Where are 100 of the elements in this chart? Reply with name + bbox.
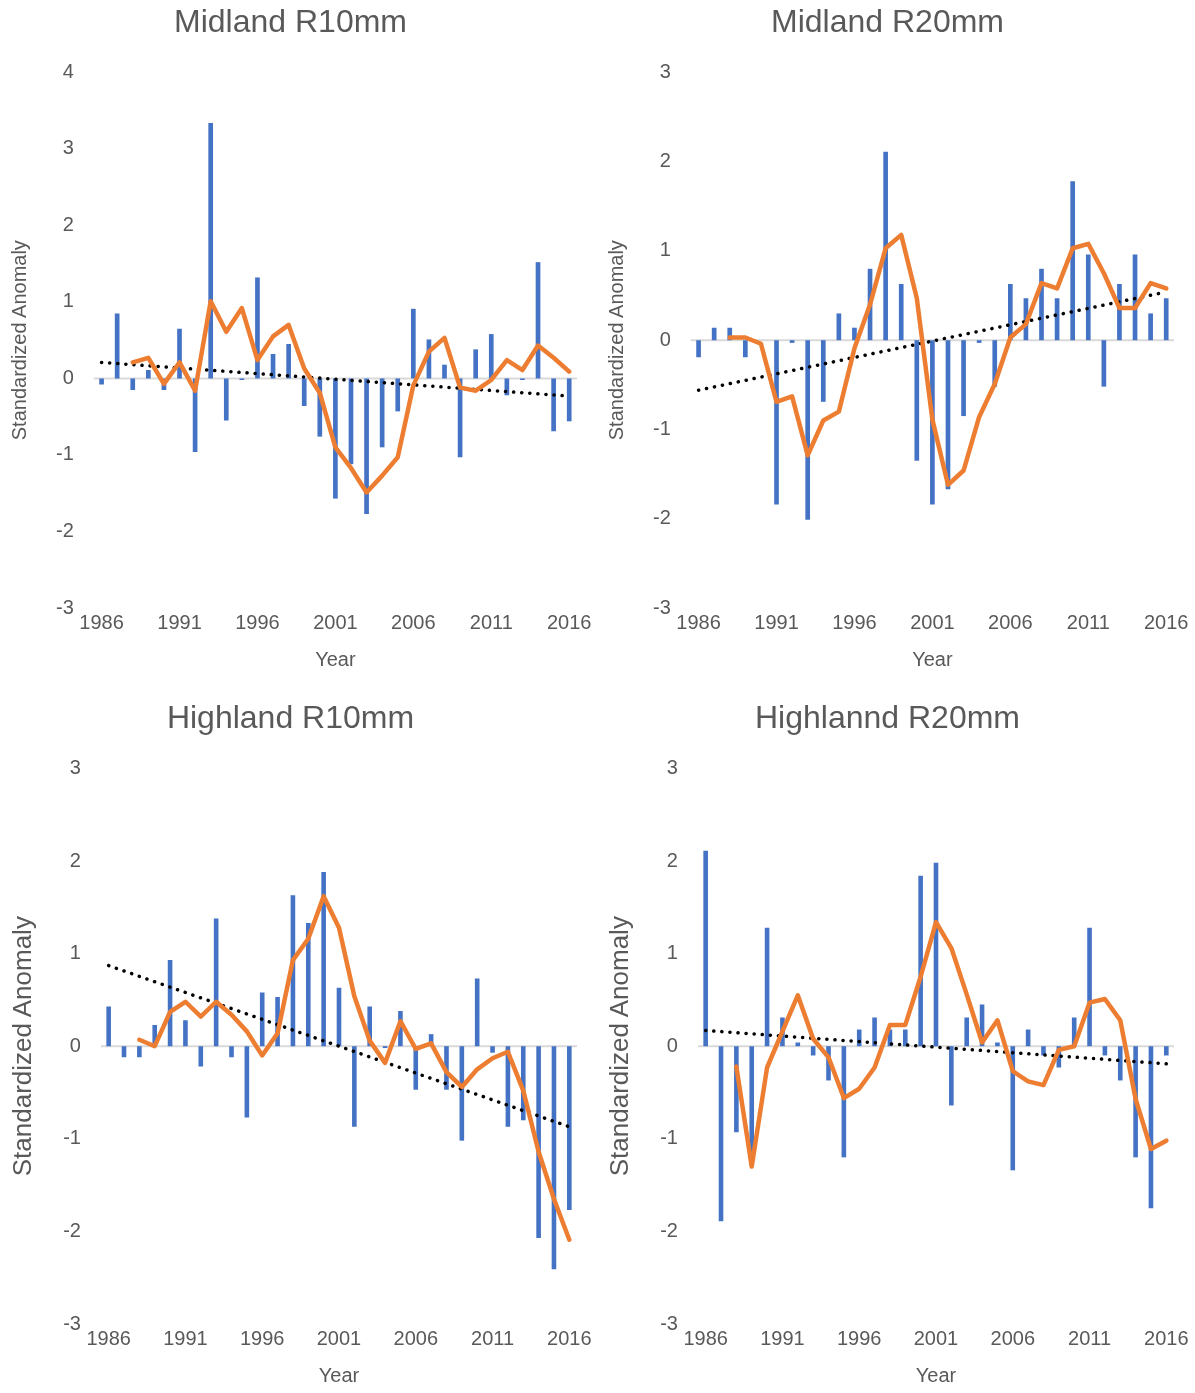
bar	[852, 327, 857, 341]
bar	[137, 1046, 142, 1058]
chart-title: Midland R20mm	[771, 3, 1004, 40]
x-tick-label: 1986	[86, 1326, 131, 1349]
bar	[1085, 254, 1091, 341]
bar	[789, 340, 795, 343]
y-tick-label: -3	[63, 1311, 81, 1334]
bar	[301, 378, 307, 406]
y-tick-label: -2	[55, 519, 74, 541]
bar	[961, 340, 966, 417]
bar	[286, 344, 291, 379]
bar	[976, 340, 982, 343]
y-tick-label: 1	[666, 941, 678, 964]
x-tick-label: 2006	[391, 610, 436, 633]
bar	[183, 1020, 188, 1047]
y-axis-title: Standardized Anomaly	[604, 240, 627, 441]
bar	[223, 378, 229, 421]
y-tick-label: -1	[55, 442, 74, 465]
chart-title: Highland R10mm	[166, 699, 415, 736]
x-tick-label: 2006	[990, 1326, 1036, 1349]
bar	[743, 340, 748, 358]
x-tick-label: 1991	[163, 1326, 208, 1349]
bar	[949, 1046, 954, 1106]
x-tick-label: 2011	[469, 610, 513, 633]
y-tick-label: -3	[652, 595, 671, 618]
bar	[410, 308, 416, 379]
bar	[114, 313, 120, 379]
x-axis-title: Year	[915, 1363, 957, 1386]
bar	[229, 1046, 234, 1058]
bar	[259, 992, 265, 1047]
x-tick-label: 2001	[913, 1326, 959, 1349]
y-tick-label: 3	[659, 59, 671, 82]
y-tick-label: -1	[660, 1126, 678, 1149]
y-tick-label: -3	[55, 595, 74, 618]
y-axis-title: Standardized Anomaly	[6, 916, 37, 1177]
bar	[473, 349, 479, 379]
bar	[551, 378, 556, 432]
y-tick-label: -3	[660, 1311, 678, 1334]
y-tick-label: -2	[652, 506, 671, 529]
x-tick-label: 2001	[313, 610, 358, 633]
x-tick-label: 2006	[393, 1326, 439, 1349]
bar	[872, 1017, 877, 1047]
x-tick-label: 2016	[546, 610, 592, 633]
bar	[883, 151, 888, 341]
x-tick-label: 1991	[760, 1326, 805, 1349]
bar	[146, 370, 151, 379]
y-tick-label: 3	[666, 755, 678, 778]
y-tick-label: 2	[666, 848, 678, 871]
x-tick-label: 2001	[910, 610, 955, 633]
bar	[321, 872, 326, 1047]
bar	[490, 1046, 495, 1053]
x-tick-label: 2011	[471, 1326, 515, 1349]
bar	[995, 1042, 1000, 1047]
bar	[198, 1046, 204, 1067]
bar	[1070, 181, 1076, 341]
y-tick-label: -1	[63, 1126, 81, 1149]
bar	[488, 334, 494, 379]
bar	[352, 1046, 357, 1127]
bar	[1163, 298, 1169, 341]
bar	[820, 340, 826, 402]
bar	[567, 1046, 572, 1211]
y-tick-label: 1	[69, 941, 81, 964]
bar	[898, 283, 904, 341]
bar	[805, 340, 811, 520]
bar	[1148, 313, 1153, 341]
x-tick-label: 1991	[754, 610, 799, 633]
x-tick-label: 1986	[683, 1326, 728, 1349]
bar	[106, 1006, 111, 1047]
x-tick-label: 2016	[1143, 610, 1189, 633]
x-axis-title: Year	[315, 647, 356, 670]
x-tick-label: 2001	[316, 1326, 362, 1349]
y-tick-label: -1	[652, 416, 671, 439]
x-tick-label: 1996	[836, 1326, 882, 1349]
bar	[442, 364, 447, 379]
y-tick-label: 0	[69, 1033, 81, 1056]
x-tick-label: 2006	[988, 610, 1033, 633]
x-tick-label: 1996	[235, 610, 280, 633]
y-tick-label: 2	[62, 212, 74, 235]
bar	[99, 378, 104, 385]
y-tick-label: 3	[62, 136, 74, 159]
x-tick-label: 1996	[832, 610, 877, 633]
y-axis-title: Standardized Anomaly	[7, 240, 30, 441]
y-axis-title: Standardized Anomaly	[603, 916, 634, 1177]
y-tick-label: 1	[659, 238, 671, 261]
y-tick-label: -2	[63, 1218, 81, 1241]
x-tick-label: 1986	[79, 610, 124, 633]
chart-title: Highlannd R20mm	[754, 699, 1021, 736]
bar	[130, 378, 136, 390]
bar	[918, 875, 923, 1047]
x-axis-title: Year	[318, 1363, 360, 1386]
bar	[711, 327, 717, 341]
y-tick-label: -2	[660, 1218, 678, 1241]
bar	[696, 340, 701, 358]
x-tick-label: 2011	[1068, 1326, 1112, 1349]
bar	[1164, 1046, 1169, 1056]
y-tick-label: 4	[62, 59, 74, 82]
y-tick-label: 0	[666, 1033, 678, 1056]
bar	[395, 378, 401, 412]
y-tick-label: 2	[659, 149, 671, 172]
bar	[566, 378, 572, 422]
